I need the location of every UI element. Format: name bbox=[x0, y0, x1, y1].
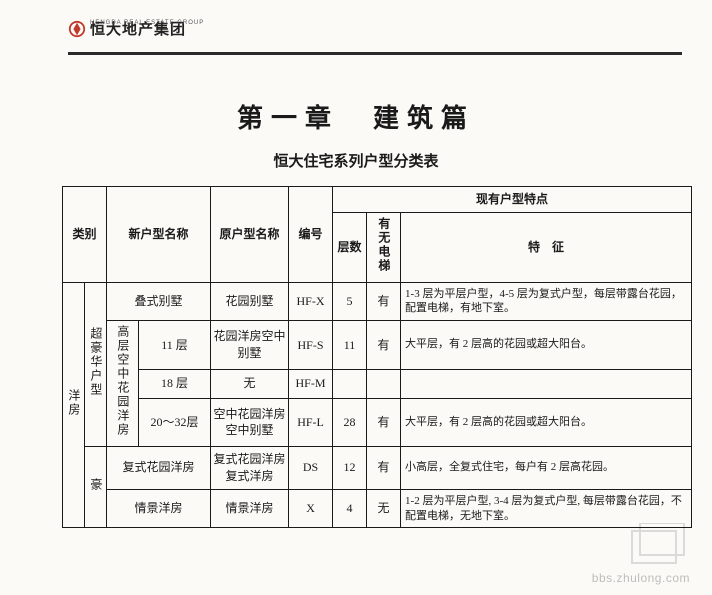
watermark-icon bbox=[628, 523, 688, 567]
cell-code: HF-L bbox=[289, 398, 333, 446]
cell-elevator bbox=[367, 369, 401, 398]
cell-code: HF-S bbox=[289, 321, 333, 369]
cell-elevator: 有 bbox=[367, 282, 401, 321]
cell-new-name: 复式花园洋房 bbox=[107, 447, 211, 490]
col-floors: 层数 bbox=[333, 212, 367, 282]
brand-name-en: HENGDA REAL ESTATE GROUP bbox=[90, 20, 204, 26]
chapter-title: 第一章 建筑篇 bbox=[0, 98, 712, 135]
cell-new-name: 情景洋房 bbox=[107, 489, 211, 528]
table-row: 20～32层 空中花园洋房空中别墅 HF-L 28 有 大平层，有 2 层高的花… bbox=[63, 398, 692, 446]
cell-floors bbox=[333, 369, 367, 398]
classification-table: 类别 新户型名称 原户型名称 编号 现有户型特点 层数 有无电梯 特 征 洋房 … bbox=[62, 186, 692, 528]
cell-floors: 12 bbox=[333, 447, 367, 490]
col-feature: 特 征 bbox=[401, 212, 692, 282]
cell-feature: 1-3 层为平层户型，4-5 层为复式户型，每层带露台花园，配置电梯，有地下室。 bbox=[401, 282, 692, 321]
cell-new-name: 11 层 bbox=[139, 321, 211, 369]
cell-elevator: 无 bbox=[367, 489, 401, 528]
cell-floors: 28 bbox=[333, 398, 367, 446]
cell-new-name: 叠式别墅 bbox=[107, 282, 211, 321]
col-code: 编号 bbox=[289, 187, 333, 283]
cell-floors: 11 bbox=[333, 321, 367, 369]
header-row-1: 类别 新户型名称 原户型名称 编号 现有户型特点 bbox=[63, 187, 692, 213]
cell-code: X bbox=[289, 489, 333, 528]
cell-old-name: 花园别墅 bbox=[211, 282, 289, 321]
col-category: 类别 bbox=[63, 187, 107, 283]
cell-old-name: 无 bbox=[211, 369, 289, 398]
table-row: 18 层 无 HF-M bbox=[63, 369, 692, 398]
table-row: 情景洋房 情景洋房 X 4 无 1-2 层为平层户型, 3-4 层为复式户型, … bbox=[63, 489, 692, 528]
cat-level-2b: 豪 bbox=[85, 447, 107, 528]
cell-elevator: 有 bbox=[367, 447, 401, 490]
cell-code: DS bbox=[289, 447, 333, 490]
col-elevator: 有无电梯 bbox=[367, 212, 401, 282]
cell-floors: 5 bbox=[333, 282, 367, 321]
cell-new-name: 18 层 bbox=[139, 369, 211, 398]
table-row: 高层空中花园洋房 11 层 花园洋房空中别墅 HF-S 11 有 大平层，有 2… bbox=[63, 321, 692, 369]
cell-feature bbox=[401, 369, 692, 398]
table-title: 恒大住宅系列户型分类表 bbox=[0, 150, 712, 171]
cell-old-name: 情景洋房 bbox=[211, 489, 289, 528]
table-row: 豪 复式花园洋房 复式花园洋房复式洋房 DS 12 有 小高层，全复式住宅，每户… bbox=[63, 447, 692, 490]
cat-level-2a: 超豪华户型 bbox=[85, 282, 107, 446]
cell-old-name: 空中花园洋房空中别墅 bbox=[211, 398, 289, 446]
table-row: 洋房 超豪华户型 叠式别墅 花园别墅 HF-X 5 有 1-3 层为平层户型，4… bbox=[63, 282, 692, 321]
header-rule bbox=[68, 52, 682, 55]
watermark-text: bbs.zhulong.com bbox=[592, 571, 690, 585]
cell-floors: 4 bbox=[333, 489, 367, 528]
col-new-name: 新户型名称 bbox=[107, 187, 211, 283]
cell-code: HF-X bbox=[289, 282, 333, 321]
cell-code: HF-M bbox=[289, 369, 333, 398]
cell-elevator: 有 bbox=[367, 398, 401, 446]
col-feature-group: 现有户型特点 bbox=[333, 187, 692, 213]
cell-feature: 大平层，有 2 层高的花园或超大阳台。 bbox=[401, 321, 692, 369]
cell-feature: 大平层，有 2 层高的花园或超大阳台。 bbox=[401, 398, 692, 446]
cell-feature: 小高层，全复式住宅，每户有 2 层高花园。 bbox=[401, 447, 692, 490]
cat-level-1: 洋房 bbox=[63, 282, 85, 528]
cat-level-3: 高层空中花园洋房 bbox=[107, 321, 139, 447]
cell-new-name: 20～32层 bbox=[139, 398, 211, 446]
cell-old-name: 花园洋房空中别墅 bbox=[211, 321, 289, 369]
cell-old-name: 复式花园洋房复式洋房 bbox=[211, 447, 289, 490]
document-page: 恒大地产集团 HENGDA REAL ESTATE GROUP 第一章 建筑篇 … bbox=[0, 0, 712, 595]
cell-elevator: 有 bbox=[367, 321, 401, 369]
logo-icon bbox=[68, 20, 86, 38]
col-old-name: 原户型名称 bbox=[211, 187, 289, 283]
